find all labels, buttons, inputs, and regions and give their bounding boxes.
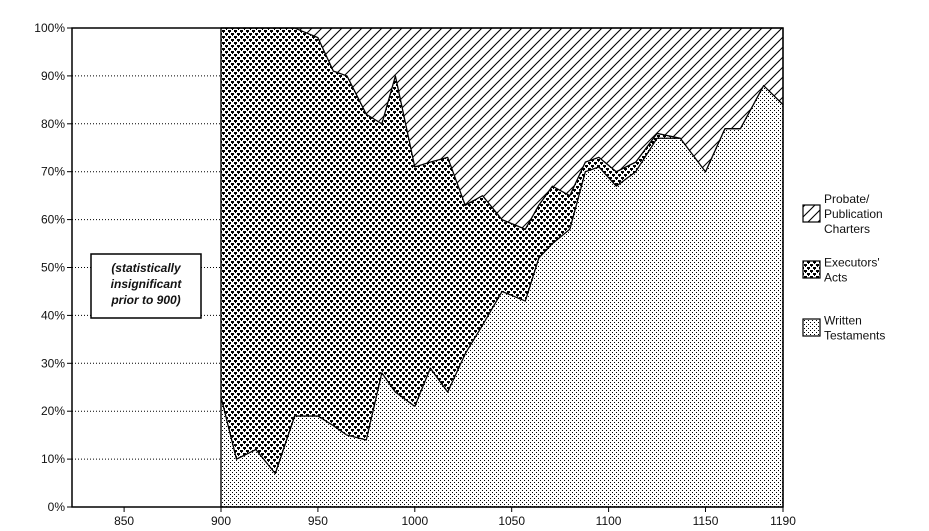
legend-swatch — [802, 204, 821, 223]
x-tick-label: 1000 — [401, 514, 428, 528]
x-tick-label: 850 — [114, 514, 134, 528]
y-tick-label: 30% — [41, 356, 65, 370]
legend-swatch — [802, 260, 821, 279]
y-tick-label: 60% — [41, 213, 65, 227]
y-tick-label: 50% — [41, 261, 65, 275]
y-tick-label: 90% — [41, 69, 65, 83]
x-tick-label: 1150 — [693, 514, 719, 528]
y-tick-label: 20% — [41, 404, 65, 418]
x-tick-label: 950 — [308, 514, 328, 528]
annotation-text: insignificant — [111, 277, 183, 291]
legend-label: Probate/ — [824, 192, 870, 206]
y-tick-label: 10% — [41, 452, 65, 466]
y-tick-label: 40% — [41, 308, 65, 322]
y-tick-label: 70% — [41, 165, 65, 179]
y-tick-label: 80% — [41, 117, 65, 131]
legend-swatch — [802, 318, 821, 337]
legend-label: Acts — [824, 271, 847, 285]
annotation-text: (statistically — [111, 261, 182, 275]
legend-label: Executors' — [824, 256, 880, 270]
legend-label: Written — [824, 314, 862, 328]
x-tick-label: 1190 — [770, 514, 796, 528]
x-tick-label: 900 — [211, 514, 231, 528]
y-tick-label: 0% — [48, 500, 66, 514]
x-tick-label: 1050 — [498, 514, 525, 528]
annotation-box — [90, 253, 202, 319]
legend-label: Testaments — [824, 329, 885, 343]
legend-label: Charters — [824, 222, 870, 236]
legend-label: Publication — [824, 207, 883, 221]
y-tick-label: 100% — [34, 21, 65, 35]
x-tick-label: 1100 — [596, 514, 622, 528]
annotation-text: prior to 900) — [110, 293, 180, 307]
